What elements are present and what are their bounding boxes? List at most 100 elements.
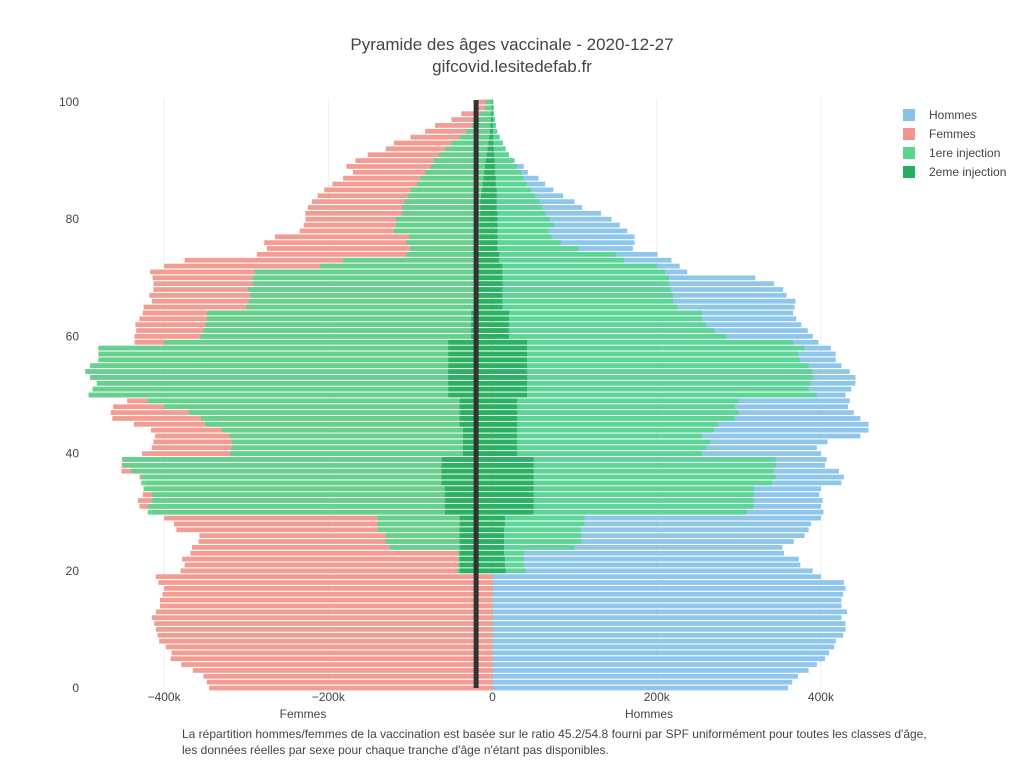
- bar-2eme-injection-femmes: [441, 462, 493, 468]
- bar-hommes: [492, 527, 809, 533]
- bar-2eme-injection-femmes: [489, 134, 493, 140]
- bar-1ere-injection-hommes: [492, 363, 809, 369]
- bar-femmes: [266, 246, 493, 251]
- bar-1ere-injection-hommes: [492, 169, 522, 175]
- legend-swatch[interactable]: [903, 109, 915, 121]
- bar-1ere-injection-hommes: [492, 181, 528, 187]
- bar-1ere-injection-femmes: [485, 99, 493, 105]
- bar-hommes: [492, 222, 620, 228]
- bar-femmes: [164, 586, 493, 591]
- bar-2eme-injection-hommes: [492, 152, 495, 158]
- bar-1ere-injection-hommes: [492, 228, 549, 234]
- bar-1ere-injection-femmes: [480, 111, 493, 117]
- bar-1ere-injection-femmes: [385, 533, 493, 539]
- bar-2eme-injection-hommes: [492, 550, 505, 556]
- bar-femmes: [435, 123, 493, 128]
- bar-2eme-injection-femmes: [488, 140, 493, 146]
- bar-femmes: [346, 164, 493, 169]
- bar-2eme-injection-femmes: [480, 210, 493, 216]
- bar-femmes: [307, 205, 493, 210]
- legend-label[interactable]: Femmes: [929, 127, 976, 141]
- bar-2eme-injection-femmes: [474, 269, 493, 275]
- bar-hommes: [492, 210, 601, 216]
- bar-1ere-injection-hommes: [492, 404, 735, 410]
- bar-hommes: [492, 580, 844, 585]
- bar-femmes: [305, 210, 493, 216]
- bar-hommes: [492, 591, 844, 597]
- bar-femmes: [184, 257, 493, 263]
- bar-femmes: [165, 644, 493, 650]
- bar-2eme-injection-femmes: [474, 263, 493, 269]
- bar-femmes: [160, 597, 493, 603]
- bar-hommes: [492, 679, 793, 685]
- bar-1ere-injection-hommes: [492, 568, 526, 574]
- bar-hommes: [492, 638, 836, 644]
- bar-2eme-injection-hommes: [492, 181, 496, 187]
- bar-1ere-injection-femmes: [250, 293, 493, 298]
- bar-2eme-injection-hommes: [492, 293, 503, 298]
- bar-hommes: [492, 615, 842, 621]
- bar-2eme-injection-femmes: [484, 169, 493, 175]
- bar-1ere-injection-hommes: [492, 251, 616, 257]
- bar-1ere-injection-femmes: [205, 322, 493, 328]
- bar-2eme-injection-femmes: [480, 199, 493, 204]
- legend-swatch[interactable]: [903, 166, 915, 178]
- bar-1ere-injection-femmes: [246, 304, 493, 310]
- bar-hommes: [492, 515, 821, 521]
- bar-2eme-injection-femmes: [448, 357, 493, 363]
- bar-1ere-injection-hommes: [492, 521, 585, 527]
- bar-2eme-injection-femmes: [491, 111, 493, 117]
- legend-swatch[interactable]: [903, 147, 915, 159]
- legend-label[interactable]: 1ere injection: [929, 146, 1000, 160]
- bar-hommes: [492, 650, 830, 656]
- bar-1ere-injection-femmes: [254, 269, 493, 275]
- x-tick-label: 0: [489, 690, 496, 704]
- legend-label[interactable]: 2eme injection: [929, 165, 1006, 179]
- bar-1ere-injection-hommes: [492, 462, 776, 468]
- bar-2eme-injection-femmes: [474, 304, 493, 310]
- bar-2eme-injection-hommes: [492, 334, 509, 339]
- bar-1ere-injection-hommes: [492, 498, 754, 503]
- bar-2eme-injection-hommes: [492, 433, 518, 439]
- bar-hommes: [492, 562, 801, 568]
- bar-hommes: [492, 609, 848, 615]
- bar-2eme-injection-hommes: [492, 298, 503, 304]
- bar-1ere-injection-femmes: [385, 539, 493, 544]
- bar-1ere-injection-hommes: [492, 257, 624, 263]
- chart-subtitle: gifcovid.lesitedefab.fr: [432, 57, 592, 76]
- bar-hommes: [492, 234, 635, 240]
- bar-1ere-injection-femmes: [96, 380, 493, 386]
- legend-swatch[interactable]: [903, 128, 915, 140]
- bar-1ere-injection-hommes: [492, 158, 514, 163]
- bar-1ere-injection-femmes: [343, 257, 493, 263]
- bar-1ere-injection-hommes: [492, 128, 497, 134]
- bar-2eme-injection-hommes: [492, 392, 528, 398]
- bar-2eme-injection-hommes: [492, 246, 498, 251]
- bar-1ere-injection-femmes: [425, 169, 493, 175]
- bar-2eme-injection-hommes: [492, 193, 497, 199]
- bar-femmes: [451, 117, 493, 122]
- bar-femmes: [355, 158, 493, 163]
- bar-1ere-injection-hommes: [492, 562, 524, 568]
- bar-2eme-injection-hommes: [492, 492, 534, 497]
- bar-hommes: [492, 539, 794, 544]
- bar-1ere-injection-hommes: [492, 474, 776, 480]
- bar-hommes: [492, 603, 842, 609]
- bar-femmes: [173, 521, 493, 527]
- bar-femmes: [474, 105, 493, 111]
- bar-hommes: [492, 568, 813, 574]
- footnote-line-1: La répartition hommes/femmes de la vacci…: [182, 727, 927, 741]
- bar-1ere-injection-hommes: [492, 263, 657, 269]
- bar-femmes: [181, 662, 493, 667]
- bar-2eme-injection-femmes: [479, 216, 493, 222]
- bar-1ere-injection-hommes: [492, 275, 670, 281]
- bar-1ere-injection-hommes: [492, 386, 809, 392]
- bar-2eme-injection-femmes: [471, 316, 493, 322]
- bar-2eme-injection-hommes: [492, 416, 518, 421]
- bar-1ere-injection-hommes: [492, 433, 702, 439]
- bar-hommes: [492, 228, 628, 234]
- bar-1ere-injection-femmes: [206, 310, 493, 316]
- bar-2eme-injection-femmes: [448, 380, 493, 386]
- bar-femmes: [157, 632, 493, 638]
- legend-label[interactable]: Hommes: [929, 108, 977, 122]
